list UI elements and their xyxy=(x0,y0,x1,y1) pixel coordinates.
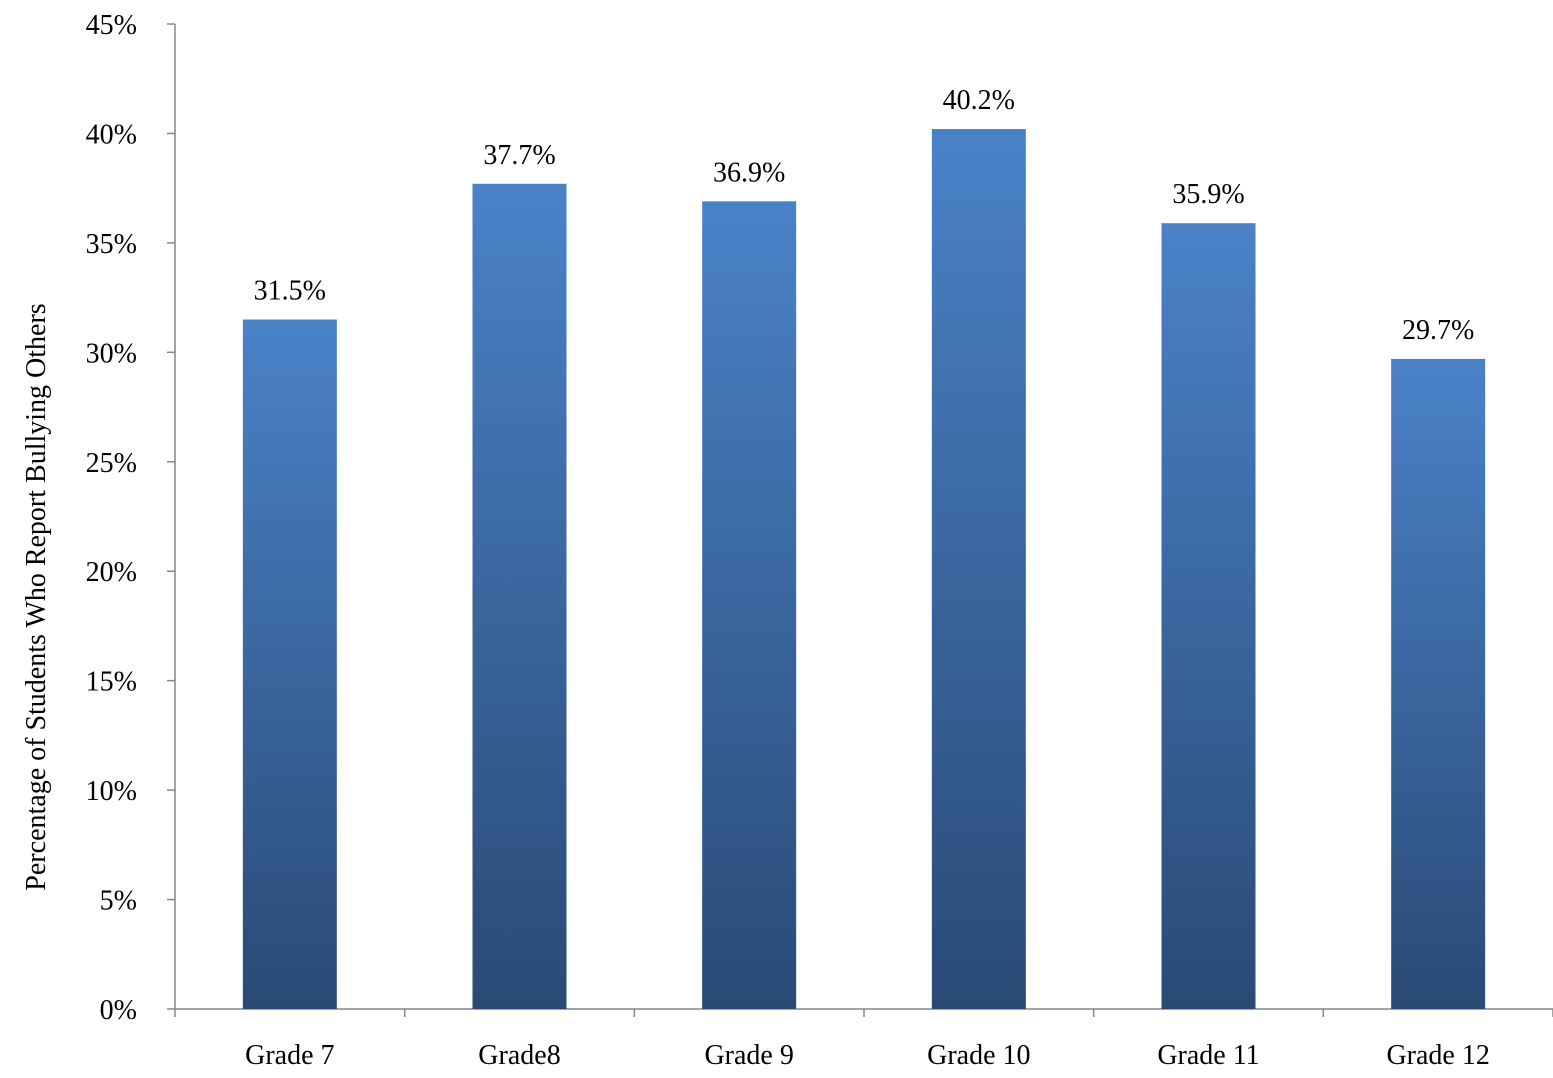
y-tick-label: 0% xyxy=(100,995,137,1026)
x-tick-label: Grade 11 xyxy=(1157,1040,1259,1071)
x-tick-label: Grade 7 xyxy=(245,1040,334,1071)
y-tick-label: 35% xyxy=(86,229,137,260)
data-label: 36.9% xyxy=(713,157,785,188)
bar xyxy=(931,129,1026,1010)
bar xyxy=(472,183,567,1010)
x-tick-label: Grade8 xyxy=(478,1040,560,1071)
data-label: 31.5% xyxy=(254,276,326,307)
data-label: 35.9% xyxy=(1172,179,1244,210)
plot-area: 0% 5% 10% 15% 20% 25% 30% 35% 40% 45% 31.5% Grade 7… xyxy=(86,10,1553,1071)
y-tick-label: 15% xyxy=(86,667,137,698)
bar xyxy=(1161,223,1256,1009)
y-tick-label: 25% xyxy=(86,448,137,479)
y-axis-title: Percentage of Students Who Report Bullyi… xyxy=(21,303,52,890)
y-tick-label: 10% xyxy=(86,776,137,807)
y-tick-label: 30% xyxy=(86,338,137,369)
y-tick-label: 45% xyxy=(86,10,137,41)
bar xyxy=(1391,358,1486,1009)
data-label: 40.2% xyxy=(943,85,1015,116)
data-label: 29.7% xyxy=(1402,315,1474,346)
data-label: 37.7% xyxy=(483,140,555,171)
y-tick-label: 20% xyxy=(86,557,137,588)
y-tick-label: 40% xyxy=(86,119,137,150)
x-tick-label: Grade 12 xyxy=(1386,1040,1489,1071)
y-tick-label: 5% xyxy=(100,886,137,917)
x-tick-label: Grade 9 xyxy=(704,1040,793,1071)
x-tick-label: Grade 10 xyxy=(927,1040,1030,1071)
bar xyxy=(702,201,797,1010)
bar xyxy=(242,319,337,1009)
